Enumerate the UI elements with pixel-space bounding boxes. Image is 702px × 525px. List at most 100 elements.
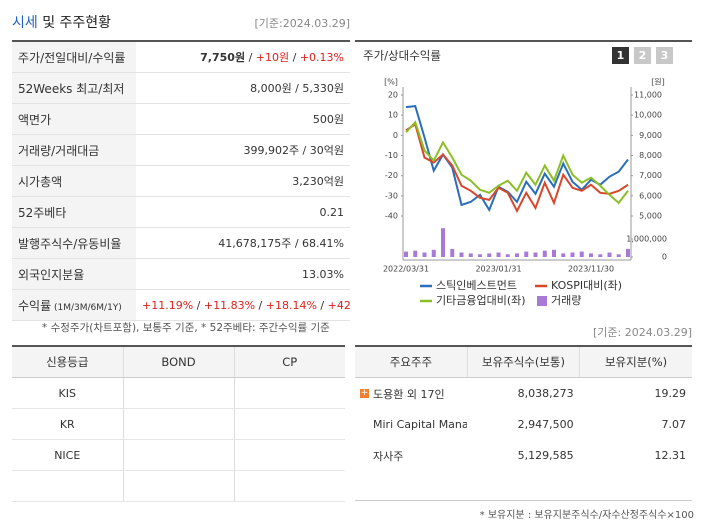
volume-bar — [542, 250, 547, 257]
row: KR — [12, 408, 345, 440]
y-tick-label: 10 — [388, 111, 398, 120]
text-part: / — [255, 298, 266, 312]
tab-button[interactable] — [612, 47, 629, 64]
legend-label: 기타금융업대비(좌) — [436, 294, 526, 307]
legend-swatch — [537, 296, 547, 306]
row: 수익률 (1M/3M/6M/1Y) +11.19% / +11.83% / +18… — [12, 289, 350, 321]
footnote: * 보유지분 : 보유지분주식수/자수산정주식수×100 — [479, 510, 694, 521]
y2-tick-label: 9,000 — [639, 131, 662, 140]
header-row: 주요주주 보유주식수(보통) 보유지분(%) — [355, 346, 692, 378]
y-tick-label: 20 — [388, 91, 398, 100]
text-part: / — [289, 51, 300, 64]
row-value: 3,230억원 — [136, 165, 350, 197]
text-part: +10원 — [255, 51, 290, 64]
y-tick-label: -20 — [385, 171, 398, 180]
cell: 7.07 — [661, 418, 687, 431]
cell — [122, 470, 234, 502]
y2-tick-label: 8,000 — [639, 151, 662, 160]
expand-icon[interactable]: + — [360, 388, 369, 398]
chart-panel: 주가/상대수익률 1 2 3 [%] [원] 20 10 0 -10 -20 -30 -40 11,000… — [355, 40, 692, 320]
row: 액면가 500원 — [12, 103, 350, 135]
row-value: 0.21 — [136, 196, 350, 228]
y-axis-unit: [%] — [384, 78, 398, 87]
footnote: * 수정주가(차트포함), 보통주 기준, * 52주베타: 주간수익률 기준 — [42, 322, 330, 334]
y2-axis-unit: [원] — [651, 78, 665, 87]
volume-bar — [450, 248, 455, 257]
text-part: (1M/3M/6M/1Y) — [51, 302, 122, 313]
row: 자사주 5,129,585 12.31 — [355, 440, 692, 471]
holders-table: 주요주주 보유주식수(보통) 보유지분(%) 도용환 외 17인 + 8,038,273 1… — [355, 345, 692, 471]
row-value: 8,000원 / 5,330원 — [136, 72, 350, 104]
cell — [233, 377, 345, 409]
x-tick-label: 2023/01/31 — [475, 265, 521, 274]
volume-bar — [459, 252, 464, 257]
header-cell: 보유주식수(보통) — [466, 346, 580, 378]
row: 발행주식수/유동비율 41,678,175주 / 68.41% — [12, 227, 350, 259]
x-tick-label: 2022/03/31 — [383, 265, 429, 274]
cell — [122, 439, 234, 471]
row-label: 수익률 (1M/3M/6M/1Y) — [12, 289, 136, 321]
y2-tick-label: 10,000 — [634, 111, 662, 120]
header-row: 신용등급 BOND CP — [12, 346, 345, 378]
cell — [233, 470, 345, 502]
row: 52Weeks 최고/최저 8,000원 / 5,330원 — [12, 72, 350, 104]
y3-tick-label: 1,000,000 — [626, 235, 667, 244]
row-value: 13.03% — [136, 258, 350, 290]
title-part: 시세 — [12, 15, 38, 31]
cell: Miri Capital Managem… — [373, 418, 468, 431]
row-label: 발행주식수/유동비율 — [12, 227, 136, 259]
base-date: [기준:2024.03.29] — [254, 17, 350, 30]
volume-bar — [570, 252, 575, 257]
volume-bar — [468, 253, 473, 257]
cell — [233, 408, 345, 440]
text-part: / — [193, 298, 204, 312]
tab-label[interactable]: 2 — [639, 49, 647, 62]
volume-bar — [515, 253, 519, 257]
chart-title: 주가/상대수익률 — [363, 49, 441, 63]
volume-bar — [496, 252, 501, 257]
header-cell: 주요주주 — [355, 346, 468, 378]
volume-bar — [413, 250, 418, 257]
legend-label: KOSPI대비(좌) — [551, 279, 622, 292]
legend-label: 거래량 — [551, 294, 581, 307]
volume-bar — [422, 252, 427, 257]
text-part: / — [245, 51, 256, 64]
cell — [12, 470, 123, 502]
y2-tick-label: 5,000 — [639, 212, 662, 221]
cell: 5,129,585 — [517, 449, 574, 462]
row-value: 41,678,175주 / 68.41% — [136, 227, 350, 259]
quote-table: 주가/전일대비/수익률 7,750원 / +10원 / +0.13% 52Weeks… — [12, 40, 350, 321]
row-label: 주가/전일대비/수익률 — [12, 41, 136, 73]
volume-bar — [561, 253, 566, 257]
tab-label[interactable]: 3 — [661, 49, 669, 62]
cell: 8,038,273 — [517, 387, 574, 400]
chart: 주가/상대수익률 1 2 3 [%] [원] 20 10 0 -10 -20 -30 -40 11,000… — [363, 47, 673, 307]
tab-label[interactable]: 1 — [617, 49, 625, 62]
row: 외국인지분율 13.03% — [12, 258, 350, 290]
volume-bar — [487, 253, 492, 257]
section-title: 시세 및 주주현황 — [12, 12, 111, 32]
text-part: +0.13% — [299, 51, 344, 64]
volume-bar — [589, 253, 593, 257]
tab-button[interactable] — [634, 47, 651, 64]
volume-bar — [616, 254, 621, 257]
row-label: 52주베타 — [12, 196, 136, 228]
legend-label: 스틱인베스트먼트 — [436, 279, 517, 292]
cell: 19.29 — [654, 387, 687, 400]
row-label: 52Weeks 최고/최저 — [12, 72, 136, 104]
y2-tick-label: 6,000 — [639, 191, 662, 200]
y-tick-label: -30 — [385, 191, 398, 200]
header-cell: CP — [233, 346, 345, 378]
text-part: / — [316, 298, 328, 312]
y-tick-label: 0 — [393, 131, 398, 140]
credit-table: 신용등급 BOND CP KIS KR NICE — [12, 345, 345, 502]
cell: 12.31 — [654, 449, 687, 462]
y-tick-label: -10 — [385, 151, 398, 160]
volume-bar — [607, 252, 612, 257]
volume-bar — [579, 251, 584, 257]
series-line — [405, 122, 629, 214]
tab-button[interactable] — [656, 47, 673, 64]
volume-bar — [478, 254, 482, 257]
volume-bar — [404, 251, 408, 257]
volume-bar — [505, 254, 510, 257]
